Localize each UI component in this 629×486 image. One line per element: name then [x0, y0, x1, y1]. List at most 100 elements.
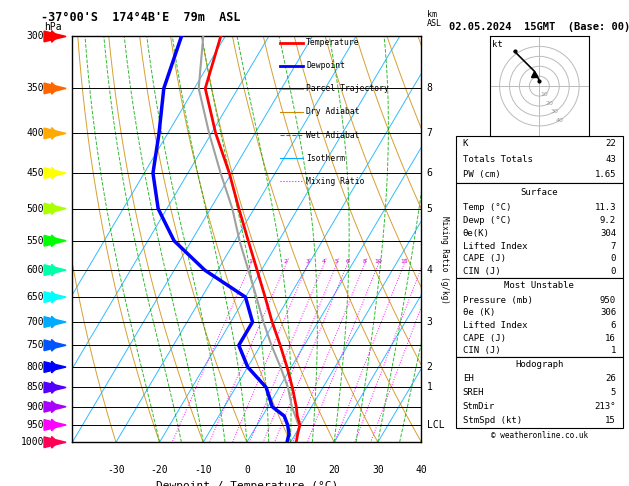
Text: 0: 0 [244, 465, 250, 475]
Text: CIN (J): CIN (J) [463, 346, 500, 355]
Text: Most Unstable: Most Unstable [504, 281, 574, 290]
Text: Hodograph: Hodograph [515, 360, 564, 369]
Text: Mixing Ratio: Mixing Ratio [306, 177, 365, 186]
Text: 950: 950 [600, 295, 616, 305]
Text: 400: 400 [27, 128, 45, 139]
Text: 22: 22 [605, 139, 616, 148]
Text: -10: -10 [194, 465, 212, 475]
Text: 900: 900 [27, 402, 45, 412]
Text: 2: 2 [284, 260, 288, 264]
Text: 550: 550 [27, 236, 45, 246]
Text: θe (K): θe (K) [463, 308, 495, 317]
Text: © weatheronline.co.uk: © weatheronline.co.uk [491, 431, 588, 440]
Text: 6: 6 [611, 321, 616, 330]
Text: hPa: hPa [45, 22, 62, 33]
Text: 700: 700 [27, 317, 45, 327]
Text: 20: 20 [328, 465, 340, 475]
Text: 4: 4 [426, 265, 433, 275]
Text: Dewp (°C): Dewp (°C) [463, 216, 511, 225]
Text: 26: 26 [605, 374, 616, 383]
Text: Temperature: Temperature [306, 38, 360, 47]
Text: Dewpoint: Dewpoint [306, 61, 345, 70]
Text: Surface: Surface [521, 188, 558, 196]
Text: PW (cm): PW (cm) [463, 170, 500, 179]
Text: 800: 800 [27, 362, 45, 372]
Text: 7: 7 [611, 242, 616, 251]
Text: Dewpoint / Temperature (°C): Dewpoint / Temperature (°C) [156, 481, 338, 486]
Text: Lifted Index: Lifted Index [463, 242, 527, 251]
Text: StmDir: StmDir [463, 402, 495, 411]
Text: 40: 40 [555, 118, 563, 123]
Text: 20: 20 [545, 101, 554, 106]
Text: 4: 4 [322, 260, 326, 264]
Text: 1.65: 1.65 [594, 170, 616, 179]
Text: 350: 350 [27, 84, 45, 93]
Text: StmSpd (kt): StmSpd (kt) [463, 417, 522, 425]
Text: 5: 5 [611, 388, 616, 397]
Text: 8: 8 [426, 84, 433, 93]
Text: Parcel Trajectory: Parcel Trajectory [306, 84, 389, 93]
Text: Wet Adiabat: Wet Adiabat [306, 131, 360, 139]
Text: SREH: SREH [463, 388, 484, 397]
Text: -30: -30 [107, 465, 125, 475]
Text: 7: 7 [426, 128, 433, 139]
Text: 9.2: 9.2 [600, 216, 616, 225]
Text: 750: 750 [27, 340, 45, 350]
Text: 15: 15 [605, 417, 616, 425]
Text: 43: 43 [605, 155, 616, 164]
Text: K: K [463, 139, 468, 148]
Text: 0: 0 [611, 254, 616, 263]
FancyBboxPatch shape [456, 278, 623, 357]
Text: 1: 1 [248, 260, 253, 264]
Text: 11.3: 11.3 [594, 204, 616, 212]
Text: 30: 30 [372, 465, 384, 475]
Text: 1: 1 [611, 346, 616, 355]
Text: 10: 10 [374, 260, 382, 264]
Text: 16: 16 [605, 333, 616, 343]
Text: 40: 40 [416, 465, 427, 475]
Text: 500: 500 [27, 204, 45, 214]
Text: 950: 950 [27, 420, 45, 430]
Text: 8: 8 [362, 260, 366, 264]
Text: CAPE (J): CAPE (J) [463, 333, 506, 343]
Text: 30: 30 [550, 109, 558, 115]
Text: 2: 2 [426, 362, 433, 372]
Text: kt: kt [492, 40, 503, 50]
Text: 3: 3 [426, 317, 433, 327]
Text: 02.05.2024  15GMT  (Base: 00): 02.05.2024 15GMT (Base: 00) [448, 22, 629, 33]
Text: Dry Adiabat: Dry Adiabat [306, 107, 360, 117]
Text: Temp (°C): Temp (°C) [463, 204, 511, 212]
Text: 0: 0 [611, 267, 616, 276]
Text: 1: 1 [426, 382, 433, 393]
Text: 304: 304 [600, 229, 616, 238]
Text: 5: 5 [426, 204, 433, 214]
Text: θe(K): θe(K) [463, 229, 489, 238]
Text: 1000: 1000 [21, 437, 45, 447]
Text: 10: 10 [285, 465, 296, 475]
Text: 450: 450 [27, 168, 45, 178]
Text: Isotherm: Isotherm [306, 154, 345, 163]
Text: LCL: LCL [426, 420, 444, 430]
FancyBboxPatch shape [456, 183, 623, 278]
Text: Pressure (mb): Pressure (mb) [463, 295, 533, 305]
Text: CAPE (J): CAPE (J) [463, 254, 506, 263]
Text: -20: -20 [151, 465, 169, 475]
Text: -37°00'S  174°4B'E  79m  ASL: -37°00'S 174°4B'E 79m ASL [41, 11, 240, 24]
Text: Mixing Ratio (g/kg): Mixing Ratio (g/kg) [440, 216, 449, 304]
Text: 650: 650 [27, 292, 45, 302]
Text: 15: 15 [400, 260, 408, 264]
Text: 213°: 213° [594, 402, 616, 411]
Text: 300: 300 [27, 32, 45, 41]
Text: CIN (J): CIN (J) [463, 267, 500, 276]
Text: 6: 6 [345, 260, 349, 264]
Text: 10: 10 [540, 92, 548, 97]
Text: 850: 850 [27, 382, 45, 393]
Text: 600: 600 [27, 265, 45, 275]
Text: Lifted Index: Lifted Index [463, 321, 527, 330]
Text: Totals Totals: Totals Totals [463, 155, 533, 164]
Text: 3: 3 [306, 260, 309, 264]
Text: 6: 6 [426, 168, 433, 178]
Text: 306: 306 [600, 308, 616, 317]
FancyBboxPatch shape [456, 136, 623, 183]
Text: 5: 5 [335, 260, 338, 264]
